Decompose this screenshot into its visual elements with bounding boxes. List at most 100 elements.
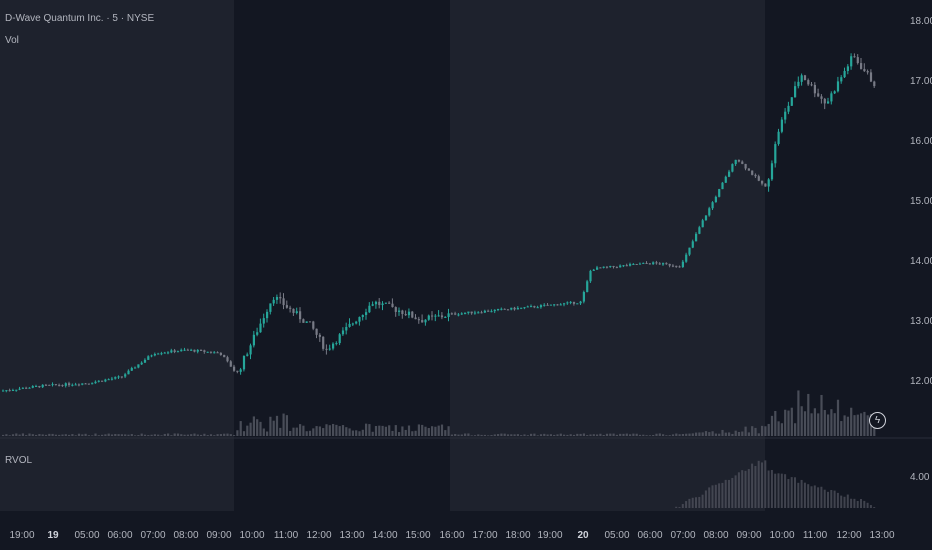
volume-bar (701, 432, 704, 436)
volume-bar (708, 432, 711, 436)
volume-bar (299, 424, 302, 436)
volume-bar (483, 434, 486, 436)
candle-body (275, 297, 279, 300)
candle-body (625, 265, 628, 267)
candle-body (87, 383, 90, 385)
volume-bar (569, 434, 572, 436)
candle-body (180, 349, 183, 352)
price-tick-label: 16.00 (910, 136, 932, 147)
candle-body (160, 353, 163, 355)
candle-body (566, 302, 569, 304)
candle-body (510, 307, 513, 310)
candle-body (767, 179, 770, 187)
candle-body (124, 374, 127, 377)
candle-body (242, 355, 246, 370)
candle-body (163, 352, 166, 354)
lightning-icon[interactable]: ϟ (869, 412, 886, 429)
time-tick-label: 10:00 (769, 530, 794, 541)
volume-bar (15, 433, 18, 436)
candle-body (800, 75, 803, 82)
rvol-bar (846, 494, 849, 508)
volume-bar (731, 433, 734, 436)
rvol-indicator-label[interactable]: RVOL (5, 455, 33, 466)
time-tick-label: 05:00 (74, 530, 99, 541)
candle-body (556, 304, 559, 306)
time-tick-label: 13:00 (339, 530, 364, 541)
time-tick-label: 05:00 (604, 530, 629, 541)
candle-body (447, 313, 450, 317)
volume-bar (823, 410, 826, 436)
volume-bar (754, 427, 757, 436)
volume-bar (678, 434, 681, 436)
candle-body (539, 305, 543, 308)
volume-bar (206, 435, 209, 436)
volume-bar (315, 426, 318, 436)
volume-bar (454, 433, 457, 436)
volume-bar (398, 432, 401, 436)
rvol-bar (761, 462, 763, 508)
volume-bar (140, 433, 143, 436)
candle-body (497, 309, 500, 311)
candle-body (388, 302, 391, 304)
volume-bar (698, 432, 701, 436)
candle-body (576, 303, 579, 305)
session-extended (450, 0, 765, 511)
rvol-bar (777, 473, 780, 508)
price-axis[interactable]: 18.00 17.00 16.00 15.00 14.00 13.00 12.00 (910, 16, 932, 387)
volume-bar (800, 406, 803, 436)
rvol-bar (704, 490, 707, 508)
volume-bar (147, 435, 150, 436)
time-tick-label: 07:00 (140, 530, 165, 541)
candle-body (190, 349, 193, 351)
candle-body (678, 266, 681, 268)
volume-bar (374, 426, 378, 436)
time-axis[interactable]: 19:00 19 05:00 06:00 07:00 08:00 09:00 10:00 11:… (9, 530, 894, 541)
volume-bar (401, 426, 404, 436)
candle-body (365, 312, 368, 315)
volume-bar (714, 433, 717, 436)
volume-bar (8, 435, 11, 436)
candle-body (266, 311, 269, 319)
rvol-bar (820, 486, 823, 508)
candle-body (434, 315, 437, 317)
candle-body (582, 292, 585, 302)
candle-body (820, 96, 823, 99)
rvol-axis[interactable]: 4.00 (910, 472, 930, 483)
volume-bar (292, 427, 295, 436)
candle-body (421, 320, 424, 323)
volume-bar (322, 428, 325, 436)
volume-bar (242, 431, 246, 436)
candlestick-series[interactable] (2, 53, 876, 393)
volume-bar (599, 433, 602, 436)
rvol-bar (754, 465, 757, 508)
candle-body (378, 301, 381, 306)
candle-body (315, 328, 318, 335)
volume-bar (341, 425, 345, 436)
candle-body (206, 351, 209, 353)
volume-bar (866, 415, 869, 436)
candle-body (292, 308, 295, 313)
rvol-bar (863, 500, 866, 508)
volume-bar (586, 435, 589, 436)
volume-bar (691, 433, 694, 436)
time-tick-label: 12:00 (836, 530, 861, 541)
symbol-title[interactable]: D-Wave Quantum Inc. · 5 · NYSE (5, 13, 155, 24)
volume-bar (576, 433, 579, 436)
volume-bar (427, 428, 430, 436)
candle-body (252, 334, 255, 346)
rvol-bar (737, 472, 740, 508)
time-tick-label: 16:00 (439, 530, 464, 541)
volume-bar (143, 434, 147, 436)
volume-indicator-label[interactable]: Vol (5, 35, 19, 46)
volume-bar (592, 434, 595, 436)
candle-body (358, 317, 361, 322)
candle-body (173, 350, 176, 353)
volume-bar (741, 431, 744, 436)
candle-body (249, 345, 252, 355)
volume-bar (513, 434, 516, 436)
volume-bar (734, 430, 737, 436)
candle-body (394, 307, 397, 312)
rvol-bar (840, 495, 843, 508)
volume-bar (259, 421, 262, 436)
